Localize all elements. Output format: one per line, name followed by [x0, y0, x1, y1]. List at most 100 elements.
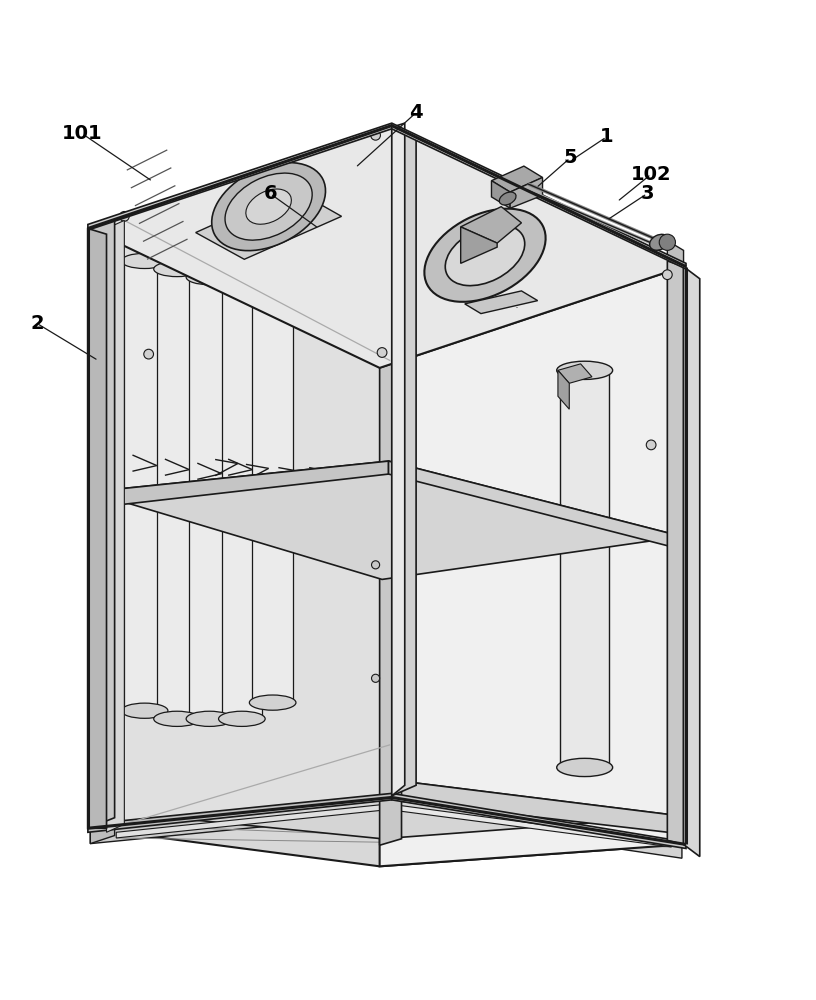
Polygon shape	[91, 795, 388, 844]
Polygon shape	[561, 370, 609, 767]
Ellipse shape	[650, 234, 669, 250]
Ellipse shape	[225, 173, 313, 240]
Circle shape	[257, 173, 267, 182]
Ellipse shape	[237, 296, 271, 307]
Polygon shape	[491, 166, 543, 192]
Ellipse shape	[557, 361, 613, 379]
Polygon shape	[667, 261, 684, 844]
Text: 102: 102	[631, 165, 672, 184]
Circle shape	[96, 739, 104, 747]
Circle shape	[370, 130, 380, 140]
Ellipse shape	[241, 281, 280, 294]
Polygon shape	[157, 269, 197, 719]
Circle shape	[371, 674, 379, 682]
Ellipse shape	[446, 225, 525, 286]
Polygon shape	[88, 218, 114, 828]
Polygon shape	[379, 361, 401, 845]
Polygon shape	[558, 364, 592, 383]
Polygon shape	[388, 795, 682, 858]
Polygon shape	[196, 189, 342, 259]
Text: 3: 3	[641, 184, 654, 203]
Ellipse shape	[211, 163, 326, 251]
Ellipse shape	[208, 275, 248, 288]
Polygon shape	[91, 461, 682, 579]
Polygon shape	[88, 127, 392, 828]
Ellipse shape	[237, 689, 271, 700]
Ellipse shape	[268, 302, 302, 314]
Ellipse shape	[250, 286, 296, 301]
Ellipse shape	[246, 189, 291, 224]
Polygon shape	[388, 461, 682, 549]
Ellipse shape	[499, 192, 516, 205]
Text: 5: 5	[563, 148, 577, 167]
Polygon shape	[379, 267, 684, 866]
Ellipse shape	[186, 711, 233, 726]
Circle shape	[96, 536, 104, 545]
Polygon shape	[189, 277, 229, 719]
Circle shape	[96, 658, 104, 666]
Polygon shape	[465, 291, 538, 314]
Polygon shape	[388, 780, 682, 834]
Polygon shape	[91, 780, 388, 828]
Polygon shape	[392, 123, 405, 796]
Ellipse shape	[153, 711, 200, 726]
Polygon shape	[510, 177, 543, 208]
Polygon shape	[491, 181, 510, 208]
Polygon shape	[327, 321, 359, 665]
Circle shape	[646, 440, 656, 450]
Ellipse shape	[250, 695, 296, 710]
Ellipse shape	[153, 261, 200, 277]
Polygon shape	[268, 308, 301, 685]
Circle shape	[96, 415, 104, 423]
Ellipse shape	[298, 669, 332, 681]
Polygon shape	[222, 285, 262, 719]
Polygon shape	[124, 261, 165, 711]
Polygon shape	[392, 123, 686, 269]
Polygon shape	[461, 207, 521, 243]
Polygon shape	[88, 229, 107, 828]
Circle shape	[144, 349, 153, 359]
Polygon shape	[684, 267, 700, 857]
Polygon shape	[252, 293, 293, 703]
Polygon shape	[91, 814, 114, 844]
Polygon shape	[388, 804, 672, 847]
Polygon shape	[237, 301, 270, 695]
Polygon shape	[88, 796, 684, 866]
Polygon shape	[273, 296, 309, 696]
Circle shape	[659, 234, 676, 250]
Polygon shape	[299, 314, 331, 675]
Ellipse shape	[186, 270, 233, 285]
Ellipse shape	[178, 267, 217, 279]
Ellipse shape	[424, 209, 546, 302]
Polygon shape	[91, 461, 388, 508]
Circle shape	[96, 293, 104, 301]
Ellipse shape	[208, 698, 248, 711]
Text: 6: 6	[264, 184, 277, 203]
Polygon shape	[107, 220, 124, 832]
Text: 4: 4	[410, 103, 423, 122]
Ellipse shape	[219, 711, 265, 726]
Polygon shape	[88, 127, 684, 368]
Ellipse shape	[122, 703, 168, 718]
Ellipse shape	[178, 696, 217, 709]
Polygon shape	[124, 241, 390, 743]
Ellipse shape	[268, 679, 302, 690]
Ellipse shape	[298, 309, 332, 320]
Polygon shape	[88, 123, 392, 230]
Polygon shape	[392, 793, 686, 848]
Circle shape	[119, 211, 129, 221]
Polygon shape	[180, 273, 215, 703]
Ellipse shape	[557, 758, 613, 777]
Polygon shape	[116, 804, 388, 838]
Ellipse shape	[219, 278, 265, 293]
Polygon shape	[242, 288, 278, 704]
Polygon shape	[211, 281, 246, 704]
Ellipse shape	[301, 684, 340, 697]
Ellipse shape	[301, 297, 340, 310]
Ellipse shape	[122, 253, 168, 269]
Text: 2: 2	[30, 314, 43, 333]
Polygon shape	[91, 780, 682, 839]
Ellipse shape	[272, 690, 311, 703]
Ellipse shape	[272, 289, 311, 302]
Ellipse shape	[241, 698, 280, 711]
